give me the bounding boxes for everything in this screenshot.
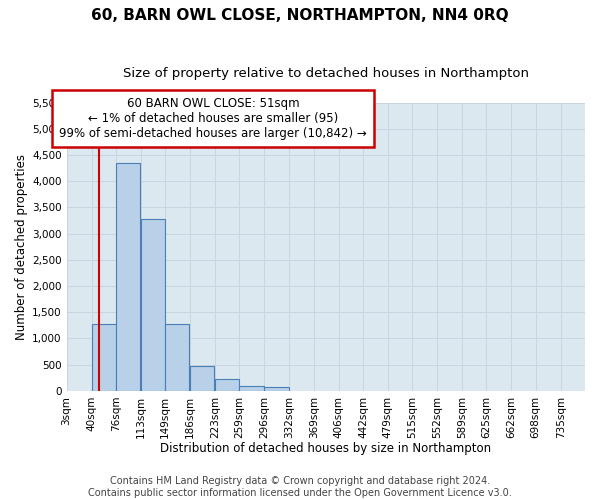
Text: 60, BARN OWL CLOSE, NORTHAMPTON, NN4 0RQ: 60, BARN OWL CLOSE, NORTHAMPTON, NN4 0RQ [91, 8, 509, 22]
Bar [190, 366, 214, 391]
Bar [165, 324, 190, 391]
Bar [265, 387, 289, 391]
X-axis label: Distribution of detached houses by size in Northampton: Distribution of detached houses by size … [160, 442, 491, 455]
Text: 60 BARN OWL CLOSE: 51sqm
← 1% of detached houses are smaller (95)
99% of semi-de: 60 BARN OWL CLOSE: 51sqm ← 1% of detache… [59, 96, 367, 140]
Bar [141, 219, 165, 391]
Bar [215, 379, 239, 391]
Bar [116, 163, 140, 391]
Text: Contains HM Land Registry data © Crown copyright and database right 2024.
Contai: Contains HM Land Registry data © Crown c… [88, 476, 512, 498]
Bar [92, 324, 116, 391]
Bar [239, 386, 264, 391]
Y-axis label: Number of detached properties: Number of detached properties [15, 154, 28, 340]
Title: Size of property relative to detached houses in Northampton: Size of property relative to detached ho… [123, 68, 529, 80]
